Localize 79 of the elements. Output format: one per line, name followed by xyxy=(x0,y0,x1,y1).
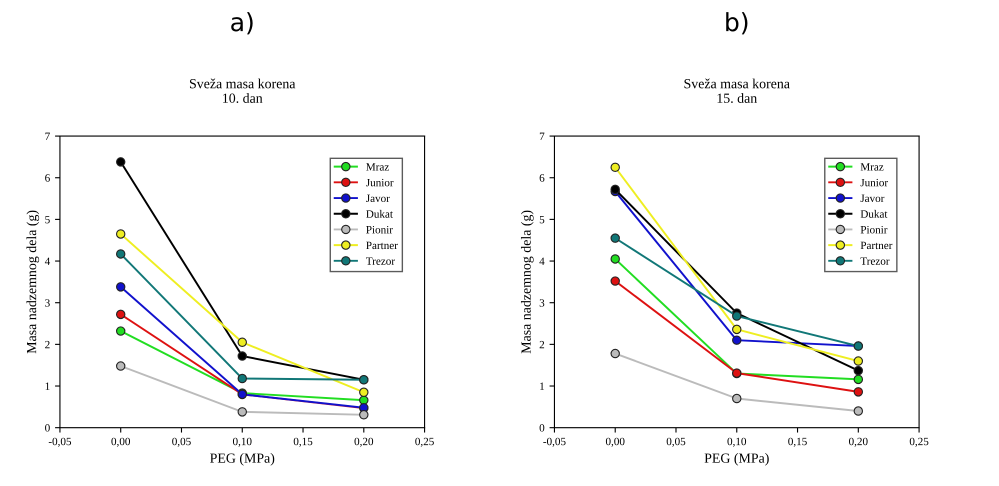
x-axis-title: PEG (MPa) xyxy=(210,453,274,466)
point xyxy=(116,326,126,336)
point xyxy=(732,335,742,345)
point xyxy=(238,351,247,361)
point xyxy=(610,162,620,172)
x-tick-label: 0,05 xyxy=(666,438,686,447)
legend-label: Junior xyxy=(860,178,888,186)
y-tick-label: 0 xyxy=(45,424,50,432)
point xyxy=(610,276,620,286)
point xyxy=(116,310,126,320)
y-tick-label: 6 xyxy=(45,174,50,182)
x-tick-label: 0,05 xyxy=(172,438,191,447)
text: b) xyxy=(726,12,748,34)
x-tick-label: 0,00 xyxy=(111,438,130,447)
x-axis-title: PEG (MPa) xyxy=(704,453,769,466)
x-tick-label: 0,20 xyxy=(354,438,374,447)
y-tick-label: 5 xyxy=(45,216,50,224)
x-tick-label: 0,15 xyxy=(788,438,807,447)
point xyxy=(116,249,126,259)
legend-label: Trezor xyxy=(860,257,890,265)
point xyxy=(732,311,742,321)
legend-label: Pionir xyxy=(366,226,393,234)
legend-label: Junior xyxy=(366,178,394,186)
point xyxy=(854,387,864,397)
x-tick-label: 0,25 xyxy=(415,438,434,447)
y-tick-label: 4 xyxy=(44,258,50,265)
point xyxy=(116,229,126,239)
y-tick-label: 2 xyxy=(45,340,50,348)
x-tick-label: 0,20 xyxy=(849,438,868,447)
point xyxy=(238,407,247,417)
x-tick-label: 0,10 xyxy=(727,438,746,447)
x-tick-label: -0,05 xyxy=(48,438,72,447)
y-axis-title: Masa nadzemnog dela (g) xyxy=(520,210,534,354)
x-tick-label: 0,00 xyxy=(606,438,625,447)
y-tick-label: 4 xyxy=(539,258,545,265)
x-tick-label: 0,25 xyxy=(910,438,928,447)
x-tick-label: 0,15 xyxy=(294,438,312,447)
legend-label: Trezor xyxy=(366,257,395,265)
point xyxy=(359,388,369,397)
y-tick-label: 1 xyxy=(46,382,50,390)
y-tick-label: 7 xyxy=(45,132,50,140)
point xyxy=(854,406,864,416)
chart-title: Sveža masa korena 15. dan xyxy=(684,78,790,103)
y-axis-title: Masa nadzemnog dela (g) xyxy=(26,210,40,354)
y-tick-label: 0 xyxy=(540,424,544,432)
legend-label: Mraz xyxy=(366,163,389,171)
x-tick-label: -0,05 xyxy=(543,438,566,447)
y-tick-label: 3 xyxy=(540,299,544,307)
legend-label: Dukat xyxy=(860,210,888,218)
point xyxy=(732,394,742,404)
legend-label: Javor xyxy=(860,194,884,202)
y-tick-label: 7 xyxy=(540,132,544,140)
legend-label: Javor xyxy=(366,194,390,202)
point xyxy=(116,157,126,167)
legend-label: Partner xyxy=(366,242,398,250)
legend-label: Dukat xyxy=(366,210,393,218)
point xyxy=(116,282,126,292)
point xyxy=(854,366,864,376)
y-tick-label: 3 xyxy=(45,299,50,307)
chart-title: Sveža masa korena 10. dan xyxy=(190,78,296,103)
y-tick-label: 6 xyxy=(540,174,544,182)
point xyxy=(854,374,864,384)
point xyxy=(610,348,620,358)
point xyxy=(732,324,742,334)
point xyxy=(610,233,620,243)
point xyxy=(238,338,247,348)
x-tick-label: 0,10 xyxy=(232,438,252,447)
point xyxy=(610,254,620,264)
y-tick-label: 5 xyxy=(540,216,544,224)
legend-label: Pionir xyxy=(860,226,888,234)
text: a) xyxy=(231,12,253,34)
point xyxy=(238,374,247,384)
y-tick-label: 2 xyxy=(540,340,544,348)
legend-label: Mraz xyxy=(860,163,884,171)
point xyxy=(359,410,369,420)
point xyxy=(116,361,126,371)
legend-label: Partner xyxy=(860,242,892,250)
point xyxy=(854,356,864,366)
y-tick-label: 1 xyxy=(540,382,544,390)
